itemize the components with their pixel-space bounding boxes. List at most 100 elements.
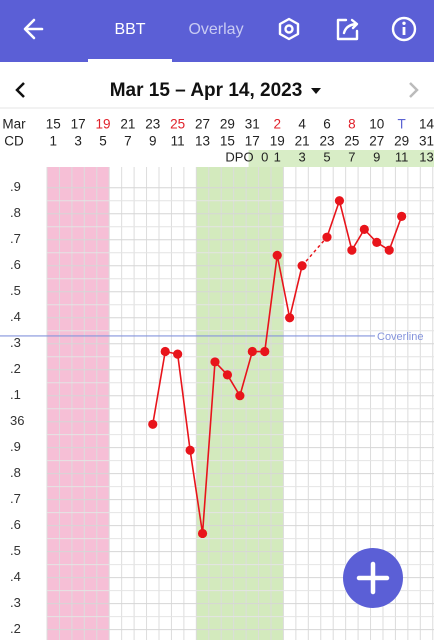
- add-icon: [356, 561, 390, 595]
- icon-dot: [284, 24, 294, 34]
- temperature-point: [210, 357, 220, 367]
- dropdown-caret[interactable]: [311, 88, 321, 94]
- cycle-day-label: 23: [319, 134, 334, 149]
- prev-button[interactable]: [15, 82, 25, 98]
- y-tick-label: .6: [10, 517, 21, 532]
- info-stem: [402, 27, 406, 35]
- back-button[interactable]: [23, 18, 44, 40]
- dpo-band: [248, 150, 434, 167]
- settings-button[interactable]: [278, 17, 300, 41]
- temperature-point: [372, 237, 382, 247]
- dpo-label: DPO: [225, 149, 253, 164]
- date-label: 25: [170, 117, 185, 132]
- y-tick-label: .4: [10, 569, 21, 584]
- dpo-value: 7: [348, 149, 355, 164]
- y-tick-label: .5: [10, 543, 21, 558]
- date-label: 10: [369, 117, 384, 132]
- y-tick-label: .6: [10, 257, 21, 272]
- temperature-point: [272, 250, 282, 260]
- cycle-day-label: 7: [124, 134, 132, 149]
- y-tick-label: .5: [10, 283, 21, 298]
- date-label: 29: [220, 117, 235, 132]
- temperature-point: [347, 245, 357, 255]
- next-button[interactable]: [409, 82, 419, 98]
- info-dot: [402, 21, 406, 25]
- tab-bbt[interactable]: BBT: [114, 21, 145, 38]
- dpo-value: 13: [419, 149, 433, 164]
- temperature-point: [384, 245, 394, 255]
- temperature-point: [247, 346, 257, 357]
- share-arrow: [342, 18, 359, 35]
- dpo-value: 0: [261, 149, 268, 164]
- cycle-day-label: 19: [270, 134, 285, 149]
- temperature-point: [148, 419, 158, 429]
- temperature-point: [359, 224, 369, 234]
- date-range[interactable]: Mar 15 – Apr 14, 2023: [110, 80, 303, 101]
- y-tick-label: .8: [10, 465, 21, 480]
- temperature-point: [160, 346, 170, 357]
- temperature-point: [285, 313, 295, 323]
- date-label: 31: [245, 117, 260, 132]
- temperature-point: [222, 370, 233, 380]
- cycle-day-label: 9: [149, 134, 157, 149]
- y-tick-label: 36: [10, 413, 24, 428]
- cycle-day-label: 5: [99, 134, 107, 149]
- hexagon-icon: [278, 17, 300, 41]
- date-label: 27: [195, 117, 210, 132]
- temperature-point: [197, 528, 208, 539]
- share-button[interactable]: [336, 18, 359, 41]
- date-label: 17: [71, 117, 86, 132]
- date-label: 2: [273, 117, 281, 132]
- dpo-value: 9: [373, 149, 380, 164]
- dpo-value: 11: [395, 149, 409, 164]
- dpo-value: 1: [274, 149, 281, 164]
- y-tick-label: .3: [10, 335, 21, 350]
- temperature-point: [322, 232, 332, 242]
- y-tick-label: .9: [10, 179, 21, 194]
- temperature-point: [260, 346, 270, 357]
- month-label: Mar: [2, 117, 26, 132]
- cycle-day-label: 13: [195, 134, 210, 149]
- y-tick-label: .1: [10, 387, 21, 402]
- y-tick-label: .4: [10, 309, 21, 324]
- date-label: 6: [323, 117, 331, 132]
- phase-band: [196, 167, 284, 640]
- date-label: 19: [95, 117, 110, 132]
- date-label: 4: [298, 117, 306, 132]
- date-label: 21: [120, 117, 135, 132]
- date-label: 8: [348, 117, 356, 132]
- tab-indicator: [88, 59, 172, 62]
- y-tick-label: .2: [10, 361, 21, 376]
- y-tick-label: .9: [10, 439, 21, 454]
- temperature-point: [397, 211, 407, 221]
- y-tick-label: .3: [10, 595, 21, 610]
- cycle-day-label: 3: [74, 134, 82, 149]
- cycle-day-label: 29: [394, 134, 409, 149]
- coverline-label: Coverline: [377, 331, 423, 343]
- y-tick-label: .7: [10, 231, 21, 246]
- app-bar: [0, 0, 434, 62]
- date-label: 15: [46, 117, 61, 132]
- info-button[interactable]: [391, 16, 417, 42]
- y-tick-label: .7: [10, 491, 21, 506]
- cycle-day-label: 31: [419, 134, 434, 149]
- phase-band: [47, 167, 110, 640]
- temperature-point: [235, 391, 245, 401]
- cd-label: CD: [4, 134, 24, 149]
- tab-overlay[interactable]: Overlay: [188, 21, 243, 38]
- share-box: [336, 18, 359, 41]
- cycle-day-label: 11: [171, 134, 185, 149]
- temperature-point: [334, 196, 345, 206]
- cycle-day-label: 1: [49, 134, 57, 149]
- cycle-day-label: 25: [344, 134, 359, 149]
- date-label: T: [398, 117, 406, 132]
- dpo-value: 5: [323, 149, 330, 164]
- dpo-value: 3: [298, 149, 305, 164]
- y-tick-label: .8: [10, 205, 21, 220]
- info-circle: [391, 16, 417, 42]
- date-label: 23: [145, 117, 160, 132]
- cycle-day-label: 15: [220, 134, 235, 149]
- y-tick-label: .2: [10, 621, 21, 636]
- cycle-day-label: 27: [369, 134, 384, 149]
